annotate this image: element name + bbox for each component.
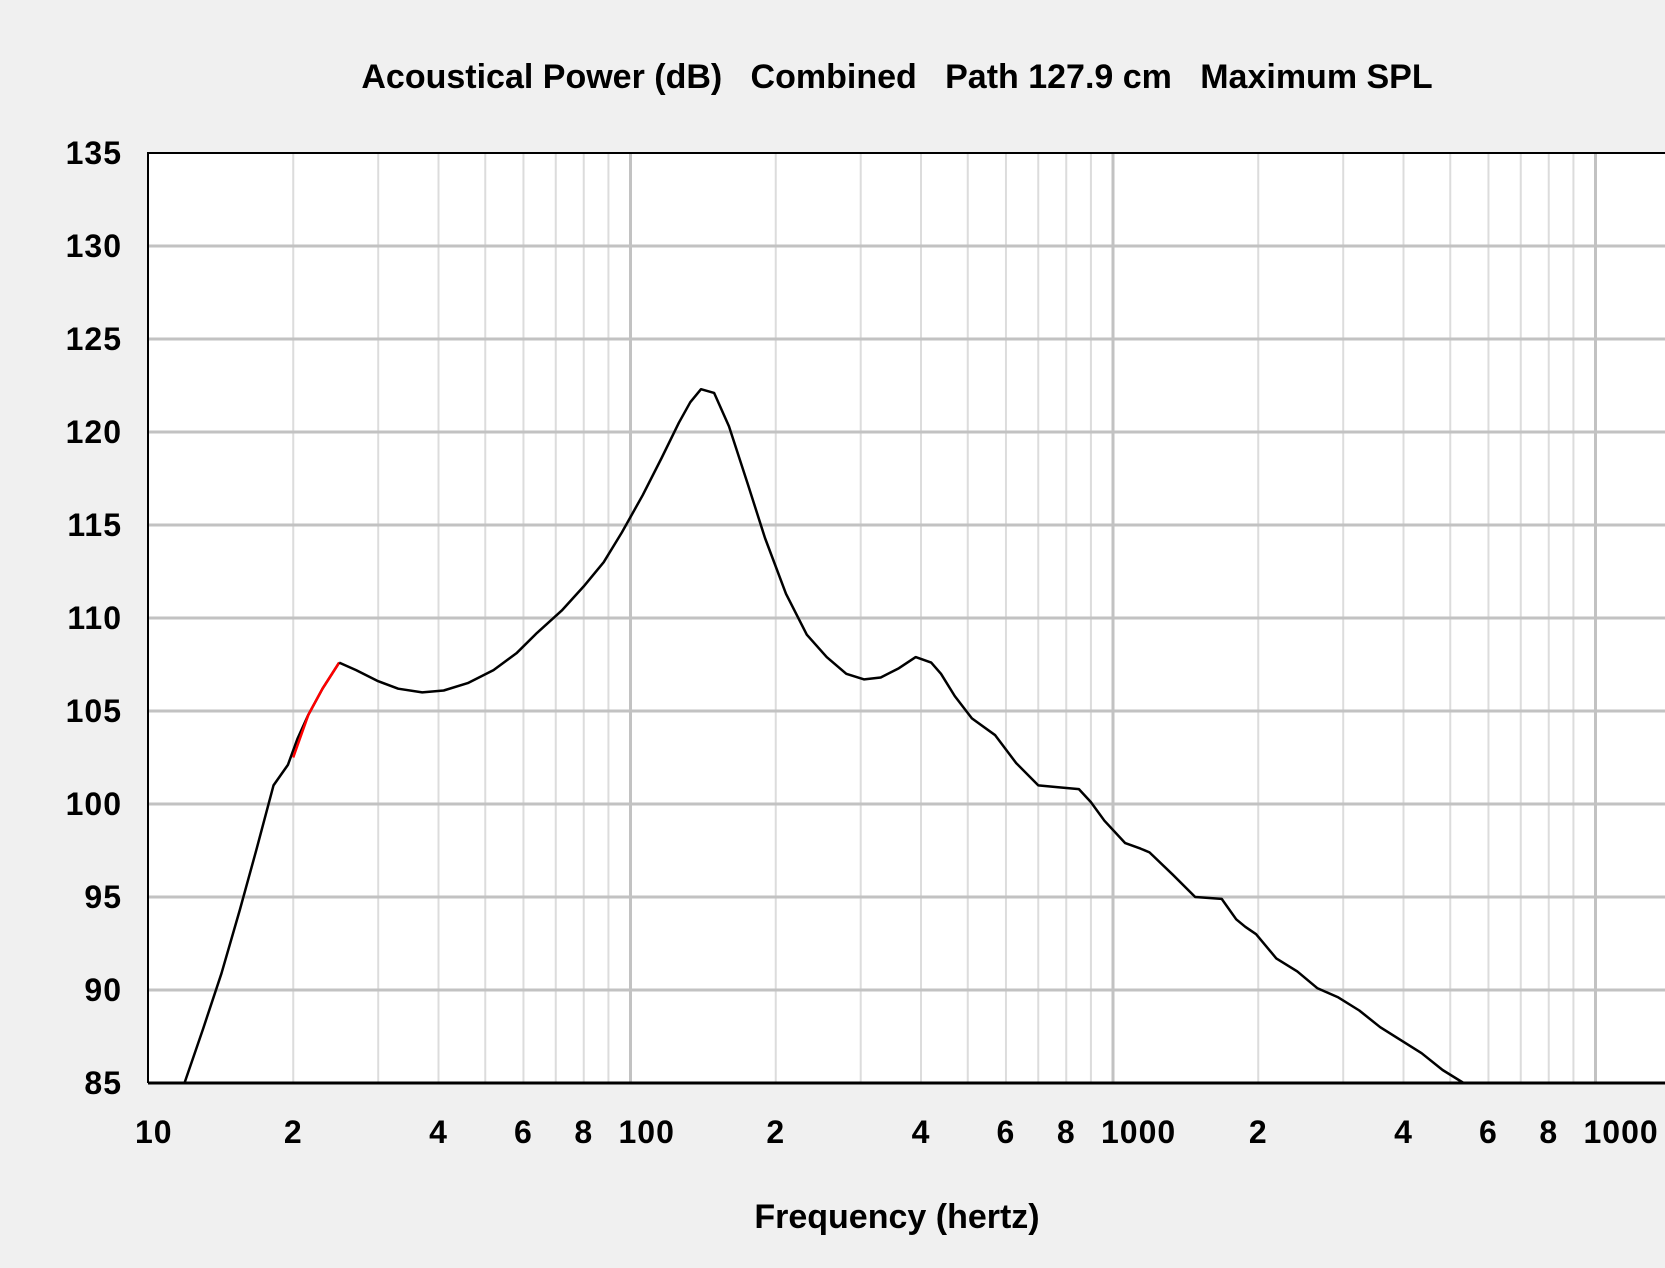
x-tick-label: 8	[1057, 1114, 1076, 1150]
y-tick-label: 95	[84, 879, 122, 915]
x-tick-label: 2	[766, 1114, 785, 1150]
x-tick-label: 4	[912, 1114, 931, 1150]
series-layer	[183, 387, 1465, 1085]
y-tick-label: 85	[84, 1065, 122, 1101]
x-tick-label: 6	[514, 1114, 533, 1150]
y-tick-label: 90	[84, 972, 122, 1008]
major-gridlines	[148, 153, 1665, 1083]
chart-title: Acoustical Power (dB) Combined Path 127.…	[361, 58, 1432, 96]
x-axis-label: Frequency (hertz)	[754, 1198, 1039, 1236]
y-tick-label: 125	[66, 321, 122, 357]
y-tick-label: 130	[66, 228, 122, 264]
plot-frame	[147, 152, 1665, 1083]
x-tick-label: 10	[135, 1114, 173, 1150]
y-tick-label: 100	[66, 786, 122, 822]
x-tick-label: 8	[1539, 1114, 1558, 1150]
x-tick-labels: 10 2 4 6 8 100 2 4 6 8 1000 2 4 6 8 1000	[135, 1114, 1659, 1150]
x-tick-label: 6	[1479, 1114, 1498, 1150]
x-tick-label: 8	[574, 1114, 593, 1150]
x-tick-label: 100	[619, 1114, 675, 1150]
y-tick-label: 120	[66, 414, 122, 450]
y-tick-label: 105	[66, 693, 122, 729]
y-tick-label: 115	[67, 507, 122, 543]
y-tick-label: 110	[67, 600, 122, 636]
x-tick-label: 4	[429, 1114, 448, 1150]
y-tick-labels: 135 130 125 120 115 110 105 100 95 90 85	[66, 135, 122, 1101]
x-tick-label: 2	[284, 1114, 303, 1150]
x-tick-label: 1000	[1584, 1114, 1659, 1150]
y-tick-label: 135	[66, 135, 122, 171]
x-tick-label: 4	[1394, 1114, 1413, 1150]
x-tick-label: 2	[1249, 1114, 1268, 1150]
series-line-2	[338, 387, 1465, 1085]
x-tick-label: 6	[997, 1114, 1016, 1150]
series-line-1	[292, 661, 341, 758]
x-tick-label: 1000	[1101, 1114, 1176, 1150]
